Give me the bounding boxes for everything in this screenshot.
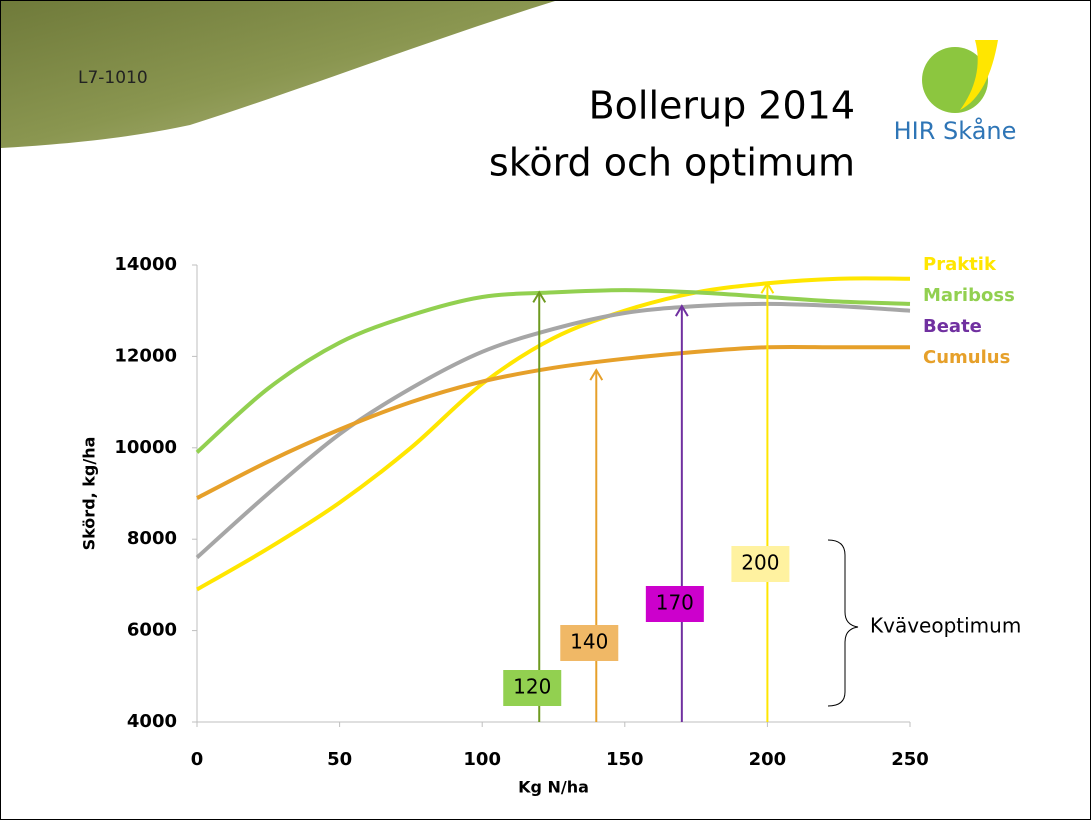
optimum-label: 140	[570, 630, 608, 654]
arrow-head	[589, 368, 604, 381]
brace	[827, 539, 859, 707]
y-tick-label: 12000	[114, 345, 177, 366]
x-tick-label: 100	[463, 749, 501, 770]
optimum-box	[645, 586, 704, 622]
y-tick-label: 6000	[127, 620, 177, 641]
y-tick-label: 14000	[114, 254, 177, 275]
arrow-head	[674, 304, 689, 317]
header-image	[1, 1, 555, 148]
logo-swoosh	[960, 40, 998, 110]
legend-entry: Mariboss	[923, 285, 1015, 306]
slide-tag: L7-1010	[78, 68, 148, 88]
optimum-label: 200	[741, 551, 779, 575]
legend-entry: Praktik	[923, 254, 997, 275]
series-line	[196, 276, 911, 592]
x-tick-label: 150	[606, 749, 644, 770]
y-axis-label: Skörd, kg/ha	[80, 437, 99, 551]
optimum-box	[503, 670, 562, 706]
brace-label: Kväveoptimum	[870, 614, 1021, 638]
logo-text: HIR Skåne	[894, 116, 1017, 145]
arrow-head	[532, 290, 547, 303]
x-tick-label: 250	[891, 749, 929, 770]
x-tick-label: 0	[191, 749, 204, 770]
y-tick-label: 10000	[114, 437, 177, 458]
y-tick-label: 4000	[127, 711, 177, 732]
arrow-head	[760, 281, 775, 294]
series-line	[196, 344, 910, 500]
x-tick-label: 200	[749, 749, 787, 770]
optimum-box	[731, 546, 790, 582]
optimum-label: 120	[513, 675, 551, 699]
legend-entry: Beate	[923, 316, 982, 337]
y-tick-label: 8000	[127, 528, 177, 549]
x-tick-label: 50	[327, 749, 352, 770]
legend-entry: Cumulus	[923, 347, 1010, 368]
optimum-label: 170	[656, 591, 694, 615]
series-line	[195, 288, 911, 454]
x-axis-label: Kg N/ha	[518, 778, 589, 797]
title-line: Bollerup 2014	[589, 84, 855, 128]
series-line	[195, 301, 911, 559]
optimum-box	[560, 625, 619, 661]
title-line: skörd och optimum	[489, 141, 855, 185]
